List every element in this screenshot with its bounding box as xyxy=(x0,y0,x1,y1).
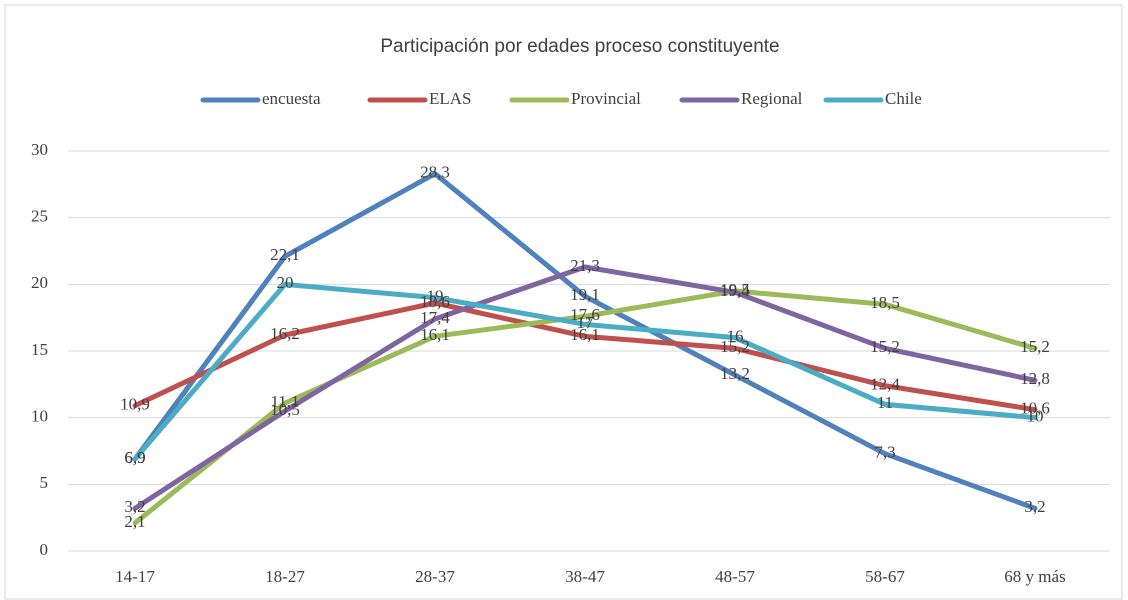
data-label: 17 xyxy=(577,313,595,332)
data-label: 10,5 xyxy=(270,400,300,419)
y-tick-label: 0 xyxy=(40,540,49,559)
data-label: 16 xyxy=(727,327,744,346)
data-label: 16,1 xyxy=(570,325,600,344)
data-label: 19,4 xyxy=(720,281,750,300)
data-label: 11 xyxy=(877,393,893,412)
data-label: 18,5 xyxy=(870,293,900,312)
x-tick-label: 68 y más xyxy=(1004,567,1065,586)
data-label: 11,1 xyxy=(270,392,299,411)
x-tick-label: 48-57 xyxy=(715,567,755,586)
legend-label: Chile xyxy=(885,89,922,108)
y-tick-label: 30 xyxy=(31,140,48,159)
data-label: 16,2 xyxy=(270,324,300,343)
y-tick-label: 15 xyxy=(31,340,48,359)
y-tick-label: 25 xyxy=(31,207,48,226)
data-label: 19 xyxy=(427,287,444,306)
y-tick-label: 10 xyxy=(31,407,48,426)
data-label: 19,5 xyxy=(720,280,750,299)
data-label: 7,3 xyxy=(874,443,895,462)
data-label: 22,1 xyxy=(270,245,300,264)
legend-label: ELAS xyxy=(429,89,472,108)
x-tick-label: 14-17 xyxy=(115,567,155,586)
data-label: 10,6 xyxy=(1020,399,1050,418)
y-tick-label: 20 xyxy=(31,273,48,292)
data-label: 18,6 xyxy=(420,292,450,311)
data-label: 17,6 xyxy=(570,305,600,324)
x-tick-label: 28-37 xyxy=(415,567,455,586)
data-label: 17,4 xyxy=(420,308,450,327)
series-line xyxy=(132,288,1038,526)
data-label: 16,1 xyxy=(420,325,450,344)
series-line xyxy=(132,281,1038,462)
series-line xyxy=(132,264,1038,511)
x-tick-label: 38-47 xyxy=(565,567,605,586)
legend-label: encuesta xyxy=(262,89,321,108)
data-label: 20 xyxy=(277,273,294,292)
chart-title: Participación por edades proceso constit… xyxy=(380,36,779,57)
data-label: 19,1 xyxy=(570,285,600,304)
data-label: 12,4 xyxy=(870,375,900,394)
data-label: 10,9 xyxy=(120,395,150,414)
data-label: 15,2 xyxy=(720,337,750,356)
chart-frame xyxy=(4,4,1123,600)
data-label: 2,1 xyxy=(124,512,145,531)
x-tick-label: 18-27 xyxy=(265,567,305,586)
data-label: 10 xyxy=(1027,407,1044,426)
series-line xyxy=(132,300,1038,413)
y-tick-label: 5 xyxy=(40,473,49,492)
data-label: 15,2 xyxy=(870,337,900,356)
data-label: 6,9 xyxy=(124,448,145,467)
data-label: 3,2 xyxy=(124,497,145,516)
data-label: 12,8 xyxy=(1020,369,1050,388)
legend-label: Regional xyxy=(741,89,803,108)
data-label: 28,3 xyxy=(420,163,450,182)
series-line xyxy=(132,171,1038,511)
data-label: 6,9 xyxy=(124,448,145,467)
data-label: 21,3 xyxy=(570,256,600,275)
data-label: 13,2 xyxy=(720,364,750,383)
legend-label: Provincial xyxy=(571,89,641,108)
data-label: 3,2 xyxy=(1024,497,1045,516)
data-label: 15,2 xyxy=(1020,337,1050,356)
x-tick-label: 58-67 xyxy=(865,567,905,586)
